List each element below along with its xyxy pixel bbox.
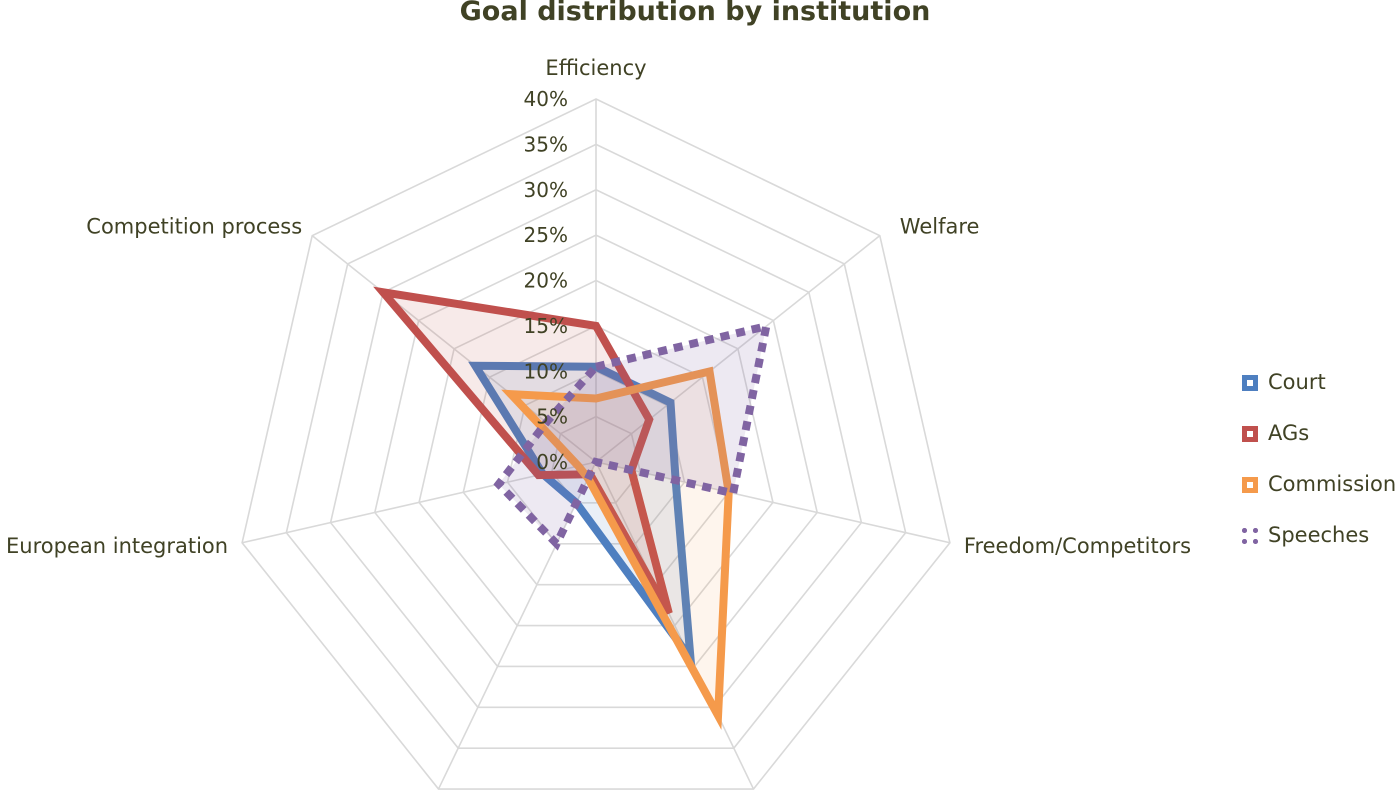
category-labels: EfficiencyWelfareFreedom/CompetitorsMark… [6, 56, 1191, 805]
grid-spoke [595, 235, 881, 463]
grid-spoke [595, 461, 755, 790]
category-label: Welfare [900, 215, 980, 239]
tick-label: 15% [524, 314, 568, 338]
grid-ring [241, 98, 951, 790]
series-commission [501, 366, 733, 730]
category-label: European integration [6, 534, 228, 558]
series-area [373, 286, 772, 730]
grid-ring [329, 188, 863, 709]
tick-label: 40% [524, 87, 568, 111]
grid-ring [462, 324, 730, 586]
legend-swatch [1242, 426, 1258, 442]
legend-swatch [1242, 375, 1258, 391]
tick-label: 20% [524, 269, 568, 293]
legend-swatch [1242, 477, 1258, 493]
series-ags [373, 286, 673, 616]
series-court [468, 361, 696, 673]
radial-ticks: 0% 5% 10% 15% 20% 25% 30% 35% 40% [524, 87, 568, 474]
category-label: Competition process [86, 215, 302, 239]
legend-label: Commission [1268, 472, 1397, 496]
legend-label: AGs [1268, 421, 1310, 445]
grid-ring [285, 143, 907, 749]
series-speeches [493, 320, 772, 551]
tick-label: 5% [536, 405, 568, 429]
tick-label: 10% [524, 359, 568, 383]
tick-label: 25% [524, 223, 568, 247]
grid-ring [373, 234, 819, 668]
legend-label: Speeches [1268, 523, 1370, 547]
category-label: Freedom/Competitors [964, 534, 1191, 558]
tick-label: 35% [524, 132, 568, 156]
tick-label: 30% [524, 178, 568, 202]
category-label: Efficiency [545, 56, 646, 80]
chart-title: Goal distribution by institution [459, 0, 931, 27]
legend-swatch [1242, 528, 1258, 544]
grid-spoke [595, 461, 951, 544]
tick-label: 0% [536, 450, 568, 474]
legend-label: Court [1268, 370, 1326, 394]
